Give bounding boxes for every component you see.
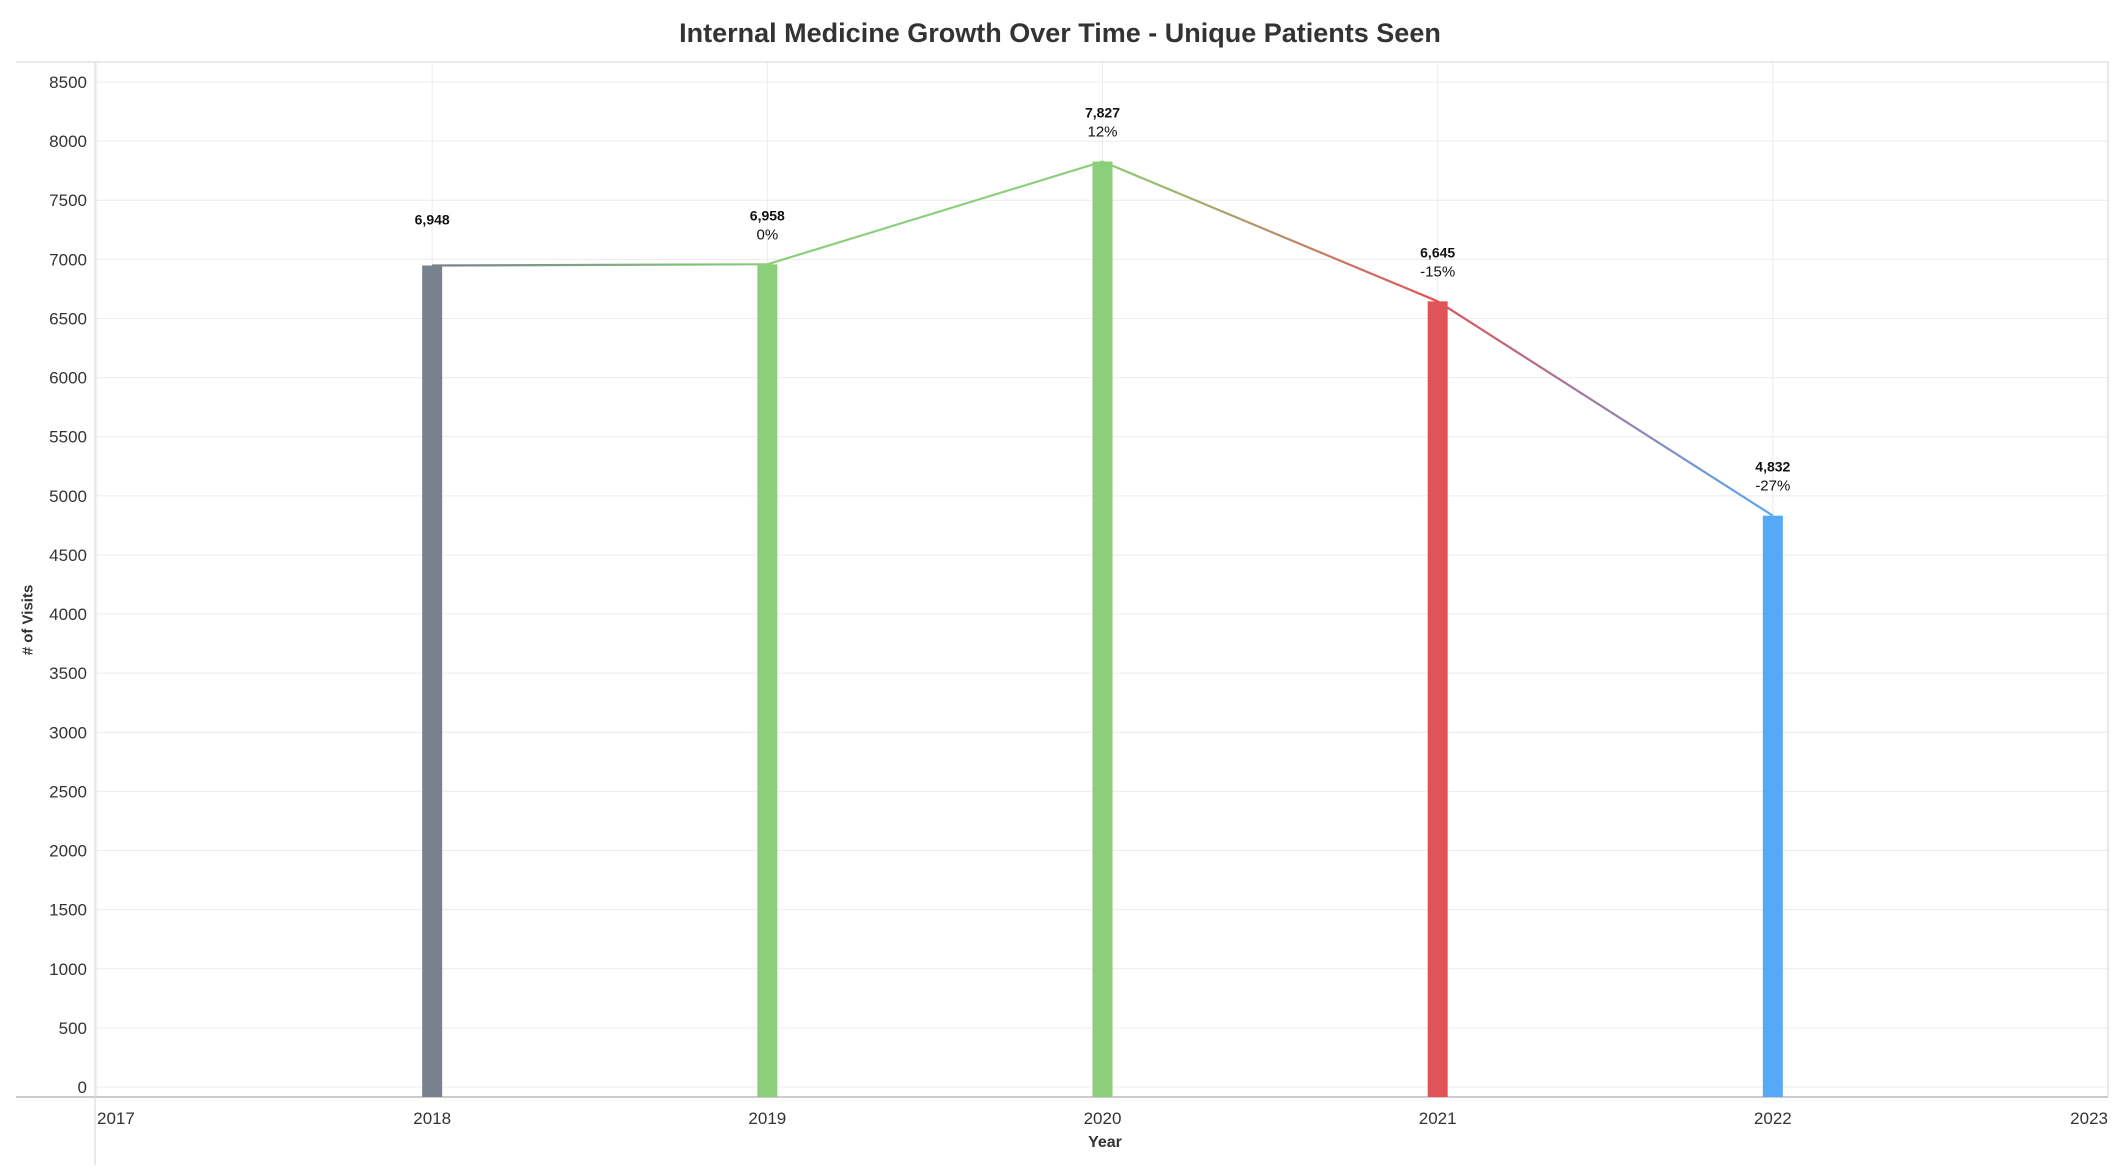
x-tick-labels: 2017 2018 2019 2020 2021 2022 2023 bbox=[97, 1109, 2108, 1128]
y-tick-label: 3000 bbox=[49, 723, 87, 742]
trend-line bbox=[432, 160, 1774, 517]
x-axis-label: Year bbox=[1088, 1134, 1122, 1151]
y-tick-label: 2000 bbox=[49, 842, 87, 861]
x-tick-label: 2023 bbox=[2070, 1109, 2108, 1128]
y-tick-label: 7000 bbox=[49, 250, 87, 269]
x-tick-label: 2018 bbox=[413, 1109, 451, 1128]
trend-segment bbox=[1437, 300, 1774, 517]
pct-label-2019: 0% bbox=[756, 226, 778, 243]
value-label-2020: 7,827 bbox=[1085, 105, 1120, 121]
pct-label-2020: 12% bbox=[1087, 124, 1117, 141]
y-tick-label: 1000 bbox=[49, 960, 87, 979]
value-label-2021: 6,645 bbox=[1420, 244, 1455, 260]
bars bbox=[422, 161, 1783, 1097]
trend-segment bbox=[1102, 160, 1439, 303]
bar-2021 bbox=[1427, 301, 1448, 1097]
y-tick-label: 7500 bbox=[49, 191, 87, 210]
y-tick-label: 6000 bbox=[49, 369, 87, 388]
y-tick-label: 4000 bbox=[49, 605, 87, 624]
trend-segment bbox=[432, 263, 768, 267]
data-labels: 6,948 6,958 0% 7,827 12% 6,645 -15% 4,832 -27% bbox=[415, 105, 1791, 495]
value-label-2022: 4,832 bbox=[1755, 459, 1790, 475]
y-tick-label: 6500 bbox=[49, 309, 87, 328]
y-tick-label: 4500 bbox=[49, 546, 87, 565]
trend-segment bbox=[767, 160, 1103, 266]
y-tick-label: 5500 bbox=[49, 428, 87, 447]
chart-title: Internal Medicine Growth Over Time - Uni… bbox=[679, 18, 1441, 48]
x-tick-label: 2019 bbox=[748, 1109, 786, 1128]
y-tick-label: 2500 bbox=[49, 782, 87, 801]
y-tick-label: 0 bbox=[78, 1078, 87, 1097]
x-tick-label: 2022 bbox=[1754, 1109, 1792, 1128]
x-tick-label: 2020 bbox=[1084, 1109, 1122, 1128]
y-tick-label: 8500 bbox=[49, 73, 87, 92]
x-tick-label: 2021 bbox=[1419, 1109, 1457, 1128]
y-tick-label: 8000 bbox=[49, 132, 87, 151]
y-tick-label: 3500 bbox=[49, 664, 87, 683]
bar-2019 bbox=[757, 264, 778, 1097]
bar-2022 bbox=[1762, 515, 1783, 1097]
bar-2018 bbox=[422, 265, 443, 1097]
value-label-2018: 6,948 bbox=[415, 212, 450, 228]
y-tick-label: 500 bbox=[59, 1019, 87, 1038]
pct-label-2021: -15% bbox=[1420, 263, 1455, 280]
y-tick-label: 5000 bbox=[49, 487, 87, 506]
value-label-2019: 6,958 bbox=[750, 207, 785, 223]
plot-frame bbox=[16, 61, 2109, 1165]
bar-2020 bbox=[1092, 161, 1113, 1097]
y-tick-label: 1500 bbox=[49, 901, 87, 920]
y-tick-labels: 0 500 1000 1500 2000 2500 3000 3500 4000 4500 5000… bbox=[49, 73, 87, 1097]
pct-label-2022: -27% bbox=[1755, 478, 1790, 495]
x-tick-label: 2017 bbox=[97, 1109, 135, 1128]
